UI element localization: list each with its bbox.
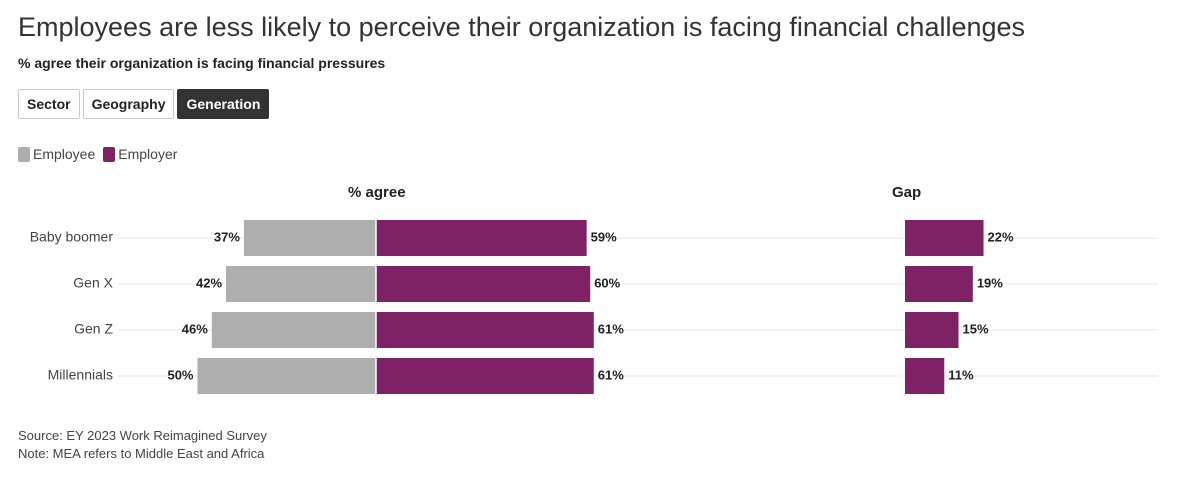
bar-gap-gen-x bbox=[905, 266, 973, 302]
bar-employer-gen-z bbox=[376, 312, 594, 348]
bar-gap-baby-boomer bbox=[905, 220, 984, 256]
bar-employer-baby-boomer bbox=[376, 220, 587, 256]
category-label-gen-x: Gen X bbox=[73, 275, 113, 291]
label-employee-gen-z: 46% bbox=[182, 321, 208, 336]
label-gap-gen-z: 15% bbox=[963, 321, 989, 336]
tab-generation[interactable]: Generation bbox=[177, 89, 270, 119]
tab-geography[interactable]: Geography bbox=[82, 89, 175, 119]
source-note: Source: EY 2023 Work Reimagined Survey bbox=[18, 428, 267, 443]
label-employee-millennials: 50% bbox=[167, 367, 193, 382]
legend-swatch-employee bbox=[18, 146, 30, 162]
label-employer-millennials: 61% bbox=[598, 367, 624, 382]
legend-item-employer: Employer bbox=[103, 146, 177, 162]
bar-employer-millennials bbox=[376, 358, 594, 394]
bar-employee-baby-boomer bbox=[243, 220, 376, 256]
chart-footer: Source: EY 2023 Work Reimagined Survey N… bbox=[18, 427, 267, 463]
label-employer-baby-boomer: 59% bbox=[591, 229, 617, 244]
legend: Employee Employer bbox=[18, 146, 185, 162]
gap-panel-title: Gap bbox=[892, 184, 922, 201]
label-gap-baby-boomer: 22% bbox=[988, 229, 1014, 244]
agree-panel-title: % agree bbox=[348, 184, 406, 201]
bar-employee-millennials bbox=[197, 358, 376, 394]
label-employer-gen-z: 61% bbox=[598, 321, 624, 336]
legend-item-employee: Employee bbox=[18, 146, 95, 162]
chart-title: Employees are less likely to perceive th… bbox=[18, 12, 1026, 42]
category-label-millennials: Millennials bbox=[48, 367, 113, 383]
legend-label-employee: Employee bbox=[33, 146, 96, 162]
label-employer-gen-x: 60% bbox=[594, 275, 620, 290]
chart-subtitle: % agree their organization is facing fin… bbox=[18, 55, 386, 71]
bar-gap-millennials bbox=[905, 358, 945, 394]
label-employee-baby-boomer: 37% bbox=[214, 229, 240, 244]
category-label-baby-boomer: Baby boomer bbox=[30, 229, 114, 245]
label-gap-gen-x: 19% bbox=[977, 275, 1003, 290]
footnote: Note: MEA refers to Middle East and Afri… bbox=[18, 446, 265, 461]
tab-sector[interactable]: Sector bbox=[18, 89, 80, 119]
filter-tabs: Sector Geography Generation bbox=[18, 89, 270, 119]
legend-swatch-employer bbox=[103, 146, 116, 162]
bar-employer-gen-x bbox=[376, 266, 591, 302]
category-label-gen-z: Gen Z bbox=[74, 321, 113, 337]
bar-employee-gen-z bbox=[211, 312, 376, 348]
legend-label-employer: Employer bbox=[118, 146, 178, 162]
bar-employee-gen-x bbox=[226, 266, 376, 302]
label-employee-gen-x: 42% bbox=[196, 275, 222, 290]
chart-plot-area: Baby boomer 37% 59% 22% Gen X 42% 60% 19% Gen Z 4… bbox=[30, 220, 1158, 394]
bar-gap-gen-z bbox=[905, 312, 959, 348]
label-gap-millennials: 11% bbox=[948, 367, 974, 382]
